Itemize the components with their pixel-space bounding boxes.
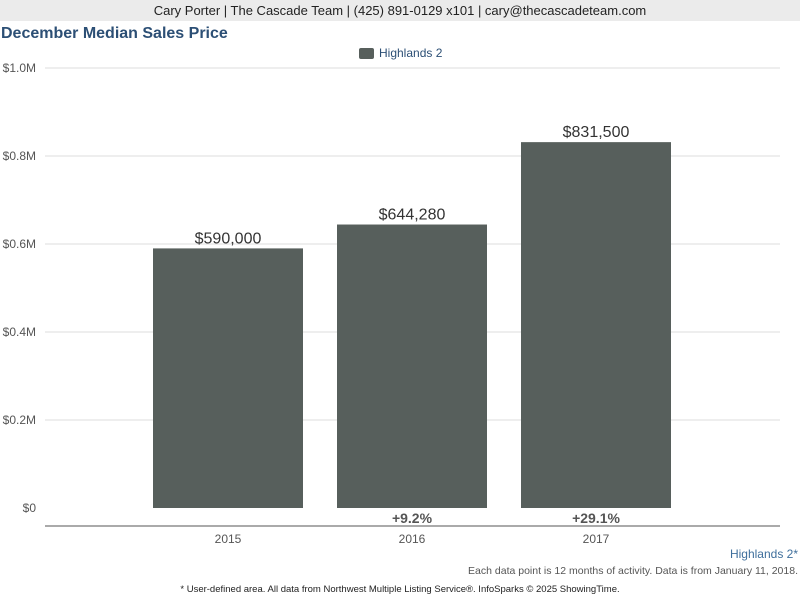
percent-change-label: +29.1% xyxy=(572,510,620,526)
data-note: Each data point is 12 months of activity… xyxy=(468,565,798,577)
y-tick-label: $0.4M xyxy=(3,325,36,339)
x-tick-label: 2015 xyxy=(215,532,242,546)
area-label[interactable]: Highlands 2* xyxy=(729,547,798,561)
bar[interactable] xyxy=(521,142,671,508)
y-tick-label: $0 xyxy=(23,501,37,515)
chart-legend[interactable]: Highlands 2 xyxy=(359,46,442,60)
source-note: * User-defined area. All data from North… xyxy=(180,584,620,595)
y-tick-label: $0.2M xyxy=(3,413,36,427)
bar-value-label: $590,000 xyxy=(195,230,262,247)
legend-label: Highlands 2 xyxy=(379,46,443,60)
bar[interactable] xyxy=(153,248,303,508)
bar-value-label: $644,280 xyxy=(379,207,446,224)
y-tick-label: $0.6M xyxy=(3,237,36,251)
x-tick-label: 2017 xyxy=(583,532,610,546)
x-tick-label: 2016 xyxy=(399,532,426,546)
contact-info: Cary Porter | The Cascade Team | (425) 8… xyxy=(153,3,647,18)
bar-value-label: $831,500 xyxy=(563,124,630,141)
y-tick-label: $0.8M xyxy=(3,149,36,163)
y-tick-label: $1.0M xyxy=(3,61,36,75)
legend-swatch xyxy=(359,47,374,59)
contact-header-bar: Cary Porter | The Cascade Team | (425) 8… xyxy=(0,0,800,21)
chart-title: December Median Sales Price xyxy=(1,25,228,42)
percent-change-label: +9.2% xyxy=(392,510,433,526)
bar[interactable] xyxy=(337,224,487,509)
